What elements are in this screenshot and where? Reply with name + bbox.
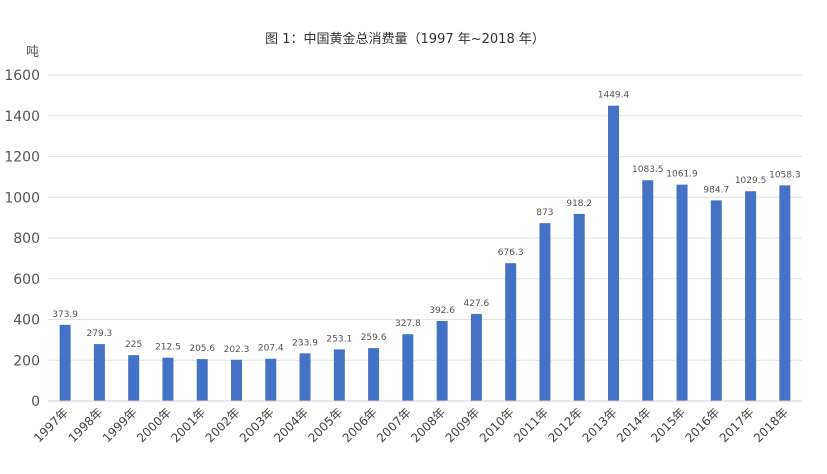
x-tick-label: 1999年 <box>100 405 140 445</box>
x-tick-label: 2011年 <box>511 405 551 445</box>
data-label: 202.3 <box>224 345 250 355</box>
bar <box>333 349 345 401</box>
x-tick-label: 2009年 <box>443 405 483 445</box>
x-tick-label: 2004年 <box>271 405 311 445</box>
data-label: 1029.5 <box>735 176 767 186</box>
data-label: 233.9 <box>292 338 318 348</box>
bar <box>710 200 722 401</box>
x-tick-label: 2000年 <box>134 405 174 445</box>
x-tick-label: 2007年 <box>374 405 414 445</box>
bar <box>231 359 242 401</box>
x-tick-label: 2015年 <box>648 405 688 445</box>
bar <box>470 313 482 401</box>
x-tick-label: 2012年 <box>545 405 585 445</box>
x-tick-label: 2018年 <box>751 405 791 445</box>
bar <box>676 184 688 401</box>
bar <box>59 324 71 401</box>
y-tick-label: 1000 <box>4 190 40 206</box>
y-axis-ticks: 0 200 400 600 800 1000 1200 1400 1600 <box>4 68 40 410</box>
y-tick-label: 1200 <box>4 150 40 166</box>
bar <box>539 223 551 401</box>
bar <box>128 355 140 401</box>
data-labels: 373.9 279.3 225 212.5 205.6 202.3 207.4 233.9 25… <box>52 91 800 355</box>
bar <box>779 185 791 401</box>
y-tick-label: 0 <box>31 394 40 410</box>
y-tick-label: 1400 <box>4 109 40 125</box>
bar <box>93 344 105 401</box>
data-label: 427.6 <box>464 299 490 309</box>
bar <box>162 357 174 401</box>
x-tick-label: 2005年 <box>305 405 345 445</box>
bar <box>505 263 517 401</box>
bar <box>642 180 654 401</box>
x-tick-label: 2017年 <box>717 405 757 445</box>
bars <box>59 105 791 401</box>
x-tick-label: 1998年 <box>66 405 106 445</box>
data-label: 225 <box>125 340 142 350</box>
x-tick-label: 2014年 <box>614 405 654 445</box>
y-tick-label: 600 <box>13 272 40 288</box>
x-tick-label: 2008年 <box>408 405 448 445</box>
data-label: 259.6 <box>361 333 387 343</box>
x-tick-label: 2003年 <box>237 405 277 445</box>
bar <box>368 348 380 401</box>
data-label: 205.6 <box>189 344 215 354</box>
chart-title: 图 1：中国黄金总消费量（1997 年~2018 年） <box>265 31 545 47</box>
x-tick-label: 2016年 <box>682 405 722 445</box>
y-axis-unit-label: 吨 <box>26 45 39 60</box>
bar <box>299 353 311 401</box>
data-label: 279.3 <box>87 329 113 339</box>
y-tick-label: 1600 <box>4 68 40 84</box>
bar <box>265 358 277 401</box>
x-tick-label: 2010年 <box>477 405 517 445</box>
data-label: 1058.3 <box>769 170 801 180</box>
x-tick-label: 2002年 <box>203 405 243 445</box>
x-tick-label: 2013年 <box>580 405 620 445</box>
data-label: 918.2 <box>566 199 592 209</box>
bar <box>436 321 448 401</box>
data-label: 1449.4 <box>598 91 630 101</box>
x-tick-label: 2001年 <box>168 405 208 445</box>
bar <box>745 191 757 401</box>
y-tick-label: 800 <box>13 231 40 247</box>
data-label: 392.6 <box>429 306 455 316</box>
x-axis-ticks: 1997年1998年1999年2000年2001年2002年2003年2004年… <box>31 405 791 445</box>
y-tick-label: 200 <box>13 353 40 369</box>
data-label: 1061.9 <box>666 170 698 180</box>
bar <box>608 105 619 401</box>
bar <box>196 359 208 401</box>
x-tick-label: 2006年 <box>340 405 380 445</box>
data-label: 676.3 <box>498 248 524 258</box>
data-label: 207.4 <box>258 344 284 354</box>
bar <box>402 334 414 401</box>
gridlines <box>48 74 802 361</box>
data-label: 873 <box>536 208 553 218</box>
data-label: 373.9 <box>52 310 78 320</box>
bar <box>573 213 585 401</box>
data-label: 1083.5 <box>632 165 664 175</box>
data-label: 212.5 <box>155 343 181 353</box>
data-label: 984.7 <box>703 185 729 195</box>
x-tick-label: 1997年 <box>31 405 71 445</box>
data-label: 327.8 <box>395 319 421 329</box>
data-label: 253.1 <box>326 334 352 344</box>
y-tick-label: 400 <box>13 313 40 329</box>
